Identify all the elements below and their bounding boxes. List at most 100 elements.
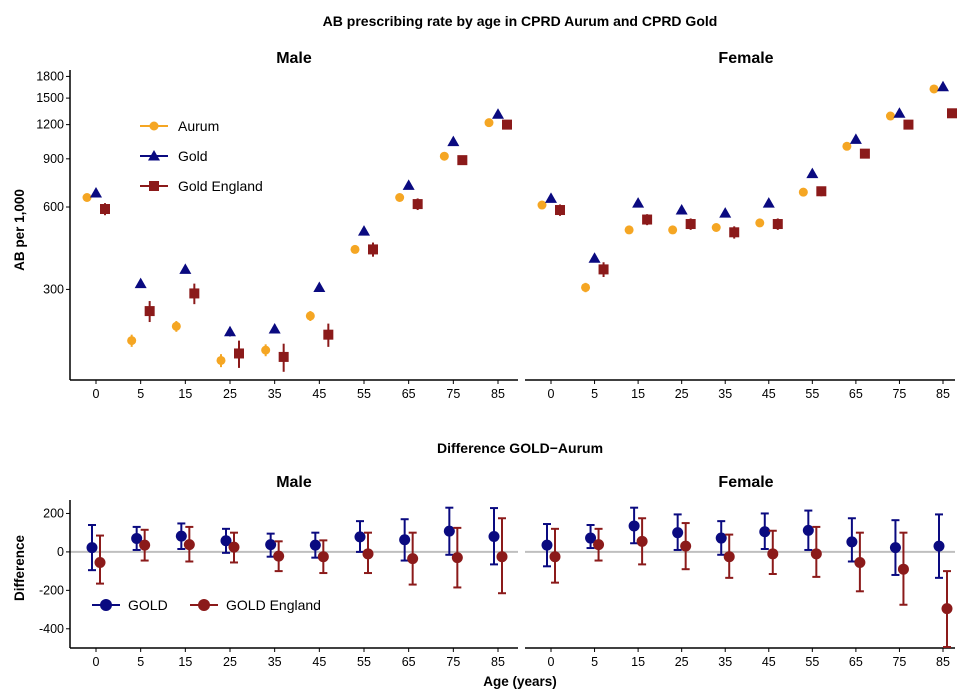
- series-gold: [545, 80, 949, 263]
- data-point: [82, 193, 92, 203]
- data-point: [144, 306, 155, 317]
- top-y-axis-label: AB per 1,000: [12, 189, 27, 271]
- data-point: [549, 551, 561, 563]
- data-point: [496, 551, 508, 563]
- x-tick-label: 25: [223, 387, 237, 401]
- data-point: [399, 534, 411, 546]
- data-point: [220, 535, 232, 547]
- x-tick-label: 5: [137, 655, 144, 669]
- x-tick-label: 25: [675, 655, 689, 669]
- legend-marker: [198, 599, 210, 611]
- data-point: [139, 539, 151, 551]
- series-gold-england: [549, 517, 953, 649]
- top-left-plot: 300 600 900 1200 1500 1800 0 5 15 25 35 45 55 65 75 85: [36, 69, 518, 401]
- data-point: [261, 345, 271, 355]
- x-tick-label: 25: [223, 655, 237, 669]
- data-point: [897, 563, 909, 575]
- legend-marker: [149, 121, 159, 131]
- data-point: [439, 151, 449, 161]
- data-point: [216, 355, 226, 365]
- data-point: [541, 539, 553, 551]
- x-tick-label: 65: [849, 655, 863, 669]
- data-point: [368, 244, 378, 255]
- data-point: [268, 323, 281, 334]
- series-gold: [86, 506, 500, 572]
- data-point: [412, 199, 423, 210]
- series-gold: [541, 506, 945, 579]
- data-point: [729, 227, 740, 238]
- data-point: [842, 141, 852, 151]
- x-tick-label: 45: [312, 387, 326, 401]
- legend-marker: [148, 150, 160, 161]
- legend-item-aurum: Aurum: [140, 118, 219, 134]
- series-gold-england: [555, 108, 957, 278]
- data-point: [492, 108, 504, 119]
- data-point: [889, 542, 901, 554]
- data-point: [685, 219, 696, 230]
- y-tick-label: -200: [39, 583, 64, 597]
- data-point: [537, 200, 547, 210]
- top-left-panel-title: Male: [276, 50, 312, 67]
- legend-marker: [100, 599, 112, 611]
- x-tick-label: 75: [446, 655, 460, 669]
- data-point: [585, 532, 597, 544]
- data-point: [488, 531, 500, 543]
- data-point: [189, 288, 200, 299]
- data-point: [947, 108, 957, 119]
- data-point: [624, 225, 634, 235]
- data-point: [854, 556, 866, 568]
- data-point: [929, 84, 939, 94]
- data-point: [183, 539, 195, 551]
- data-point: [937, 80, 949, 92]
- x-tick-label: 45: [762, 655, 776, 669]
- series-aurum: [82, 118, 494, 368]
- x-tick-label: 45: [312, 655, 326, 669]
- data-point: [228, 541, 240, 553]
- x-tick-label: 85: [491, 387, 505, 401]
- data-point: [265, 539, 277, 551]
- data-point: [179, 263, 192, 274]
- data-point: [502, 119, 512, 130]
- data-point: [402, 179, 415, 190]
- x-tick-label: 5: [591, 655, 598, 669]
- x-tick-label: 55: [805, 387, 819, 401]
- top-left-panel: Male AB per 1,000 300 600 900 1200 1500 1800 0…: [12, 50, 518, 401]
- x-tick-label: 0: [93, 387, 100, 401]
- data-point: [447, 135, 460, 147]
- y-tick-label: 200: [43, 506, 64, 520]
- data-point: [632, 197, 645, 208]
- y-tick-label: 1800: [36, 69, 64, 83]
- x-tick-label: 75: [892, 655, 906, 669]
- data-point: [443, 525, 455, 537]
- x-tick-label: 65: [402, 387, 416, 401]
- data-point: [358, 225, 370, 236]
- data-point: [628, 520, 640, 532]
- x-tick-label: 35: [268, 655, 282, 669]
- series-gold-england: [94, 517, 508, 595]
- data-point: [234, 348, 244, 359]
- data-point: [100, 204, 110, 215]
- data-point: [798, 187, 808, 197]
- bottom-legend: GOLD GOLD England: [92, 597, 321, 613]
- top-right-plot: 0 5 15 25 35 45 55 65 75 85: [525, 80, 957, 401]
- data-point: [362, 548, 374, 560]
- legend-label: Gold England: [178, 178, 263, 194]
- data-point: [806, 167, 819, 179]
- y-tick-label: 900: [43, 152, 64, 166]
- data-point: [668, 225, 678, 235]
- data-point: [715, 532, 727, 544]
- data-point: [323, 329, 334, 340]
- data-point: [772, 219, 783, 230]
- data-point: [317, 551, 329, 563]
- data-point: [305, 311, 315, 321]
- x-tick-label: 35: [718, 655, 732, 669]
- bottom-right-plot: 0 5 15 25 35 45 55 65 75 85: [525, 506, 955, 669]
- data-point: [941, 603, 953, 615]
- series-aurum: [537, 84, 939, 293]
- legend-item-gold: GOLD: [92, 597, 168, 613]
- x-tick-label: 15: [178, 655, 192, 669]
- data-point: [767, 548, 779, 560]
- data-point: [90, 187, 102, 198]
- data-point: [350, 244, 360, 254]
